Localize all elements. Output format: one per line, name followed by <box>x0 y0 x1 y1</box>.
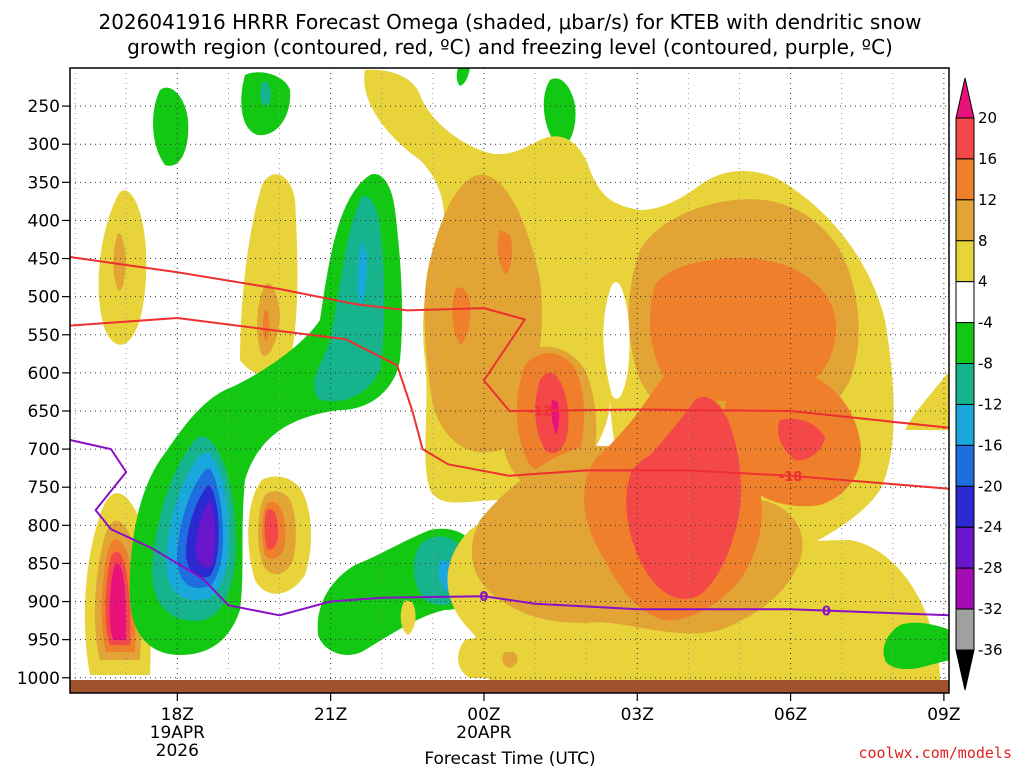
colorbar-label: 12 <box>978 191 997 209</box>
y-tick-label: 1000 <box>17 669 60 689</box>
contour-label: 0 <box>822 605 831 620</box>
colorbar-swatch <box>955 281 975 324</box>
contour-label: -18 <box>779 470 803 485</box>
x-tick-label: 21Z <box>314 705 347 725</box>
colorbar-label: -32 <box>978 600 1003 618</box>
omega-region <box>264 508 279 550</box>
x-tick-label: 06Z <box>774 705 807 725</box>
omega-region <box>113 232 126 291</box>
omega-region <box>458 637 530 678</box>
y-tick-label: 450 <box>28 250 60 270</box>
colorbar-swatch <box>955 608 975 651</box>
colorbar-max-arrow <box>955 77 975 119</box>
omega-region <box>262 310 270 342</box>
colorbar-label: 4 <box>978 273 988 291</box>
y-tick-label: 900 <box>28 593 60 613</box>
x-tick-label: 00Z <box>467 705 500 725</box>
colorbar-swatch <box>955 363 975 405</box>
chart-title-line2: growth region (contoured, red, ºC) and f… <box>127 35 893 59</box>
omega-region <box>497 230 513 275</box>
colorbar-label: -8 <box>978 355 993 373</box>
omega-region <box>778 418 825 461</box>
colorbar-swatch <box>955 444 975 487</box>
colorbar-label: 8 <box>978 232 988 250</box>
contour-label: -12 <box>528 405 552 420</box>
x-tick-date: 19APR <box>150 723 206 743</box>
y-tick-label: 550 <box>28 326 60 346</box>
x-tick-label: 18Z <box>161 705 194 725</box>
contour-line <box>70 256 949 429</box>
omega-region <box>357 240 368 305</box>
colorbar-label: -16 <box>978 436 1003 454</box>
colorbar-label: -28 <box>978 559 1003 577</box>
colorbar-swatch <box>955 567 975 610</box>
colorbar-label: 20 <box>978 109 997 127</box>
axes: 250 300 350 400 450 500 550 600 650 700 750 800 850 9… <box>17 97 961 761</box>
contour-line <box>70 317 949 490</box>
colorbar-label: -36 <box>978 641 1003 659</box>
omega-region <box>153 87 189 166</box>
omega-region <box>905 371 949 430</box>
colorbar-label: -24 <box>978 518 1003 536</box>
colorbar-swatch <box>955 117 975 160</box>
omega-region <box>452 287 471 345</box>
colorbar-label: -4 <box>978 314 993 332</box>
y-tick-label: 250 <box>28 97 60 117</box>
y-tick-label: 950 <box>28 631 60 651</box>
x-tick-label: 09Z <box>927 705 960 725</box>
y-tick-label: 400 <box>28 211 60 231</box>
ground-surface <box>70 680 949 693</box>
omega-region <box>400 600 416 635</box>
x-tick-year: 2026 <box>156 741 199 761</box>
colorbar-label: -20 <box>978 477 1003 495</box>
colorbar-swatch <box>955 485 975 528</box>
omega-region <box>650 258 836 402</box>
x-axis-title: Forecast Time (UTC) <box>424 749 595 768</box>
colorbar-label: 16 <box>978 150 997 168</box>
contour-label: 0 <box>479 590 488 605</box>
y-tick-label: 300 <box>28 135 60 155</box>
omega-shading <box>84 68 949 680</box>
grid-lines <box>70 68 949 693</box>
omega-region <box>883 622 949 670</box>
y-tick-label: 650 <box>28 402 60 422</box>
contour-line <box>70 439 949 617</box>
y-tick-label: 500 <box>28 288 60 308</box>
colorbar-label: -12 <box>978 395 1003 413</box>
plot-frame <box>69 67 950 694</box>
y-tick-label: 700 <box>28 440 60 460</box>
credit-text: coolwx.com/models <box>858 744 1012 762</box>
isotherm-contours: -12 -18 0 0 <box>70 256 949 620</box>
omega-region <box>109 563 127 640</box>
omega-region <box>626 396 742 599</box>
chart-title-line1: 2026041916 HRRR Forecast Omega (shaded, … <box>98 10 921 34</box>
colorbar-swatch <box>955 240 975 283</box>
omega-region <box>195 500 216 568</box>
y-tick-label: 750 <box>28 478 60 498</box>
colorbar-swatch <box>955 158 975 201</box>
omega-region <box>502 652 518 668</box>
colorbar-swatch <box>955 403 975 446</box>
colorbar-min-arrow <box>955 649 975 691</box>
x-tick-label: 03Z <box>621 705 654 725</box>
colorbar-swatch <box>955 526 975 569</box>
y-tick-label: 600 <box>28 364 60 384</box>
colorbar-swatch <box>955 322 975 365</box>
y-tick-label: 350 <box>28 173 60 193</box>
omega-region <box>240 174 298 375</box>
x-tick-date: 20APR <box>456 723 512 743</box>
y-tick-label: 800 <box>28 516 60 536</box>
omega-region <box>456 68 470 86</box>
colorbar-swatch <box>955 199 975 242</box>
plot-area: -12 -18 0 0 <box>70 68 949 693</box>
omega-region <box>551 400 560 435</box>
omega-colorbar: 20 16 12 8 4 -4 -8 -12 -16 -20 -24 -28 -32 -36 <box>955 77 1003 691</box>
y-tick-label: 850 <box>28 554 60 574</box>
omega-region <box>543 78 576 147</box>
omega-region <box>603 282 630 399</box>
omega-region <box>259 82 271 106</box>
